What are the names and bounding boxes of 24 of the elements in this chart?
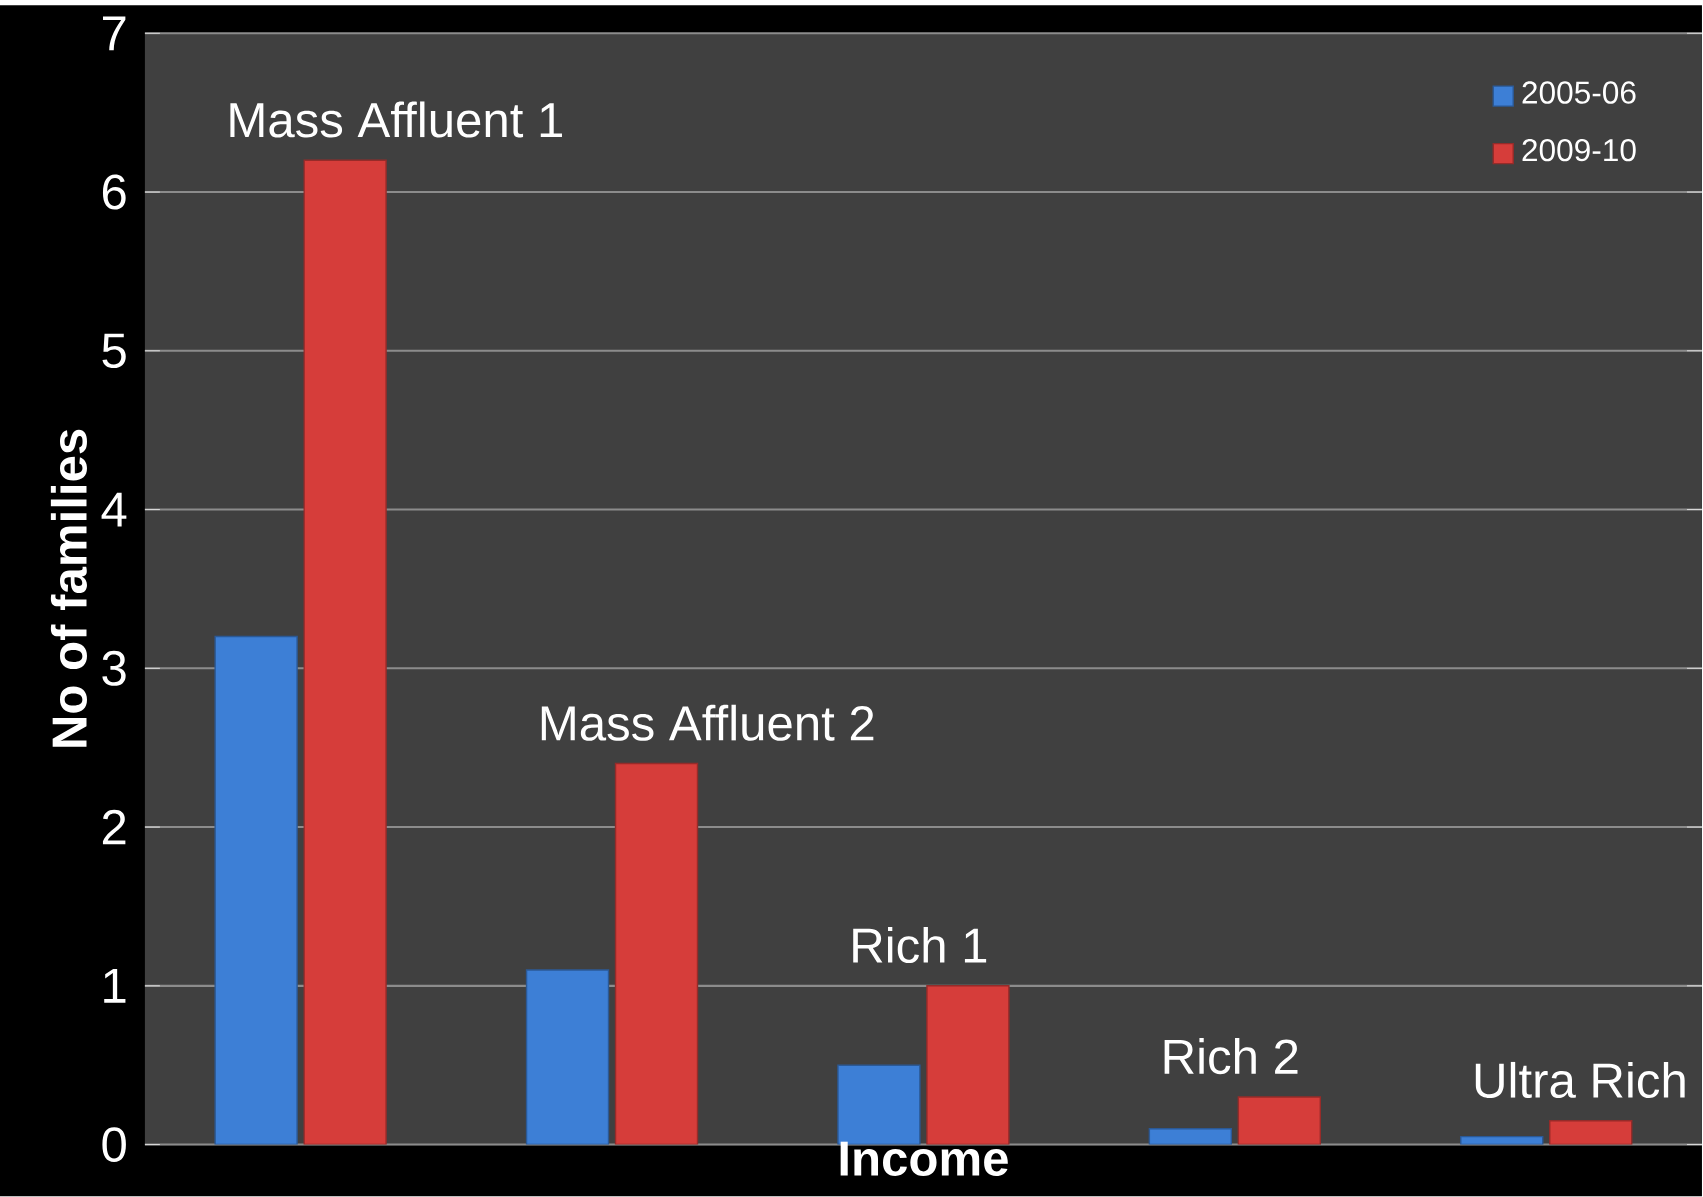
- bar: [1148, 1128, 1233, 1145]
- x-tick-label: Rich 2: [1164, 1038, 1298, 1075]
- y-tick-label: 2: [102, 810, 126, 845]
- y-tick-label: 7: [103, 16, 126, 51]
- x-tick-label: Mass Affluent 2: [541, 704, 874, 742]
- y-tick-label: 1: [104, 969, 126, 1003]
- y-tick-label: 0: [102, 1127, 126, 1163]
- x-tick-label: Ultra Rich: [1475, 1062, 1685, 1099]
- y-axis-title: No of families: [50, 429, 87, 748]
- x-axis-title: Income: [840, 1141, 1008, 1177]
- bar: [614, 763, 699, 1145]
- legend-label: 2005-06: [1522, 81, 1636, 104]
- x-tick-label: Mass Affluent 1: [230, 101, 562, 138]
- bar: [1549, 1120, 1633, 1145]
- legend-label: 2009-10: [1522, 139, 1636, 162]
- bar: [214, 636, 298, 1145]
- bar: [1237, 1096, 1321, 1145]
- y-tick-label: 3: [102, 651, 126, 686]
- bar: [303, 159, 387, 1145]
- y-tick-label: 5: [102, 333, 126, 369]
- x-tick-label: Rich 1: [853, 927, 987, 964]
- y-tick-label: 4: [101, 492, 127, 527]
- y-tick-label: 6: [102, 174, 126, 210]
- bar: [525, 969, 610, 1145]
